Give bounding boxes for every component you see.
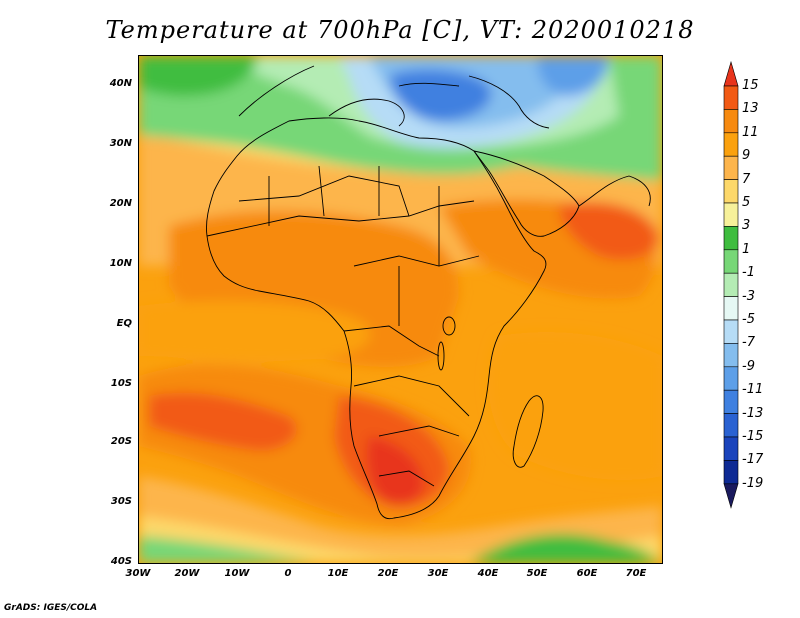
colorbar-label: 15 <box>742 78 759 93</box>
lon-label-10w: 10W <box>224 568 250 579</box>
colorbar-segment <box>723 179 739 204</box>
lat-label-10n: 10N <box>109 258 132 269</box>
colorbar <box>723 60 739 509</box>
colorbar-segment <box>723 296 739 321</box>
lon-label-30w: 30W <box>125 568 151 579</box>
lon-label-70e: 70E <box>625 568 647 579</box>
colorbar-label: 11 <box>742 124 759 140</box>
colorbar-segment <box>723 436 739 461</box>
lat-label-30n: 30N <box>109 138 132 149</box>
colorbar-label: 13 <box>742 101 759 117</box>
colorbar-segment <box>723 389 739 414</box>
lon-label-30e: 30E <box>427 568 449 579</box>
colorbar-label: 5 <box>742 195 751 210</box>
lon-label-10e: 10E <box>327 568 349 579</box>
colorbar-label: -11 <box>742 382 764 398</box>
colorbar-segment <box>723 155 739 180</box>
colorbar-label: -15 <box>742 429 764 444</box>
lat-label-eq: EQ <box>116 318 132 329</box>
colorbar-label: -1 <box>742 265 755 281</box>
lat-label-20n: 20N <box>109 198 132 209</box>
colorbar-segment <box>723 202 739 227</box>
colorbar-segment <box>723 109 739 134</box>
colorbar-segment <box>723 272 739 297</box>
colorbar-label: 9 <box>742 148 751 164</box>
lat-label-40n: 40N <box>109 78 132 89</box>
colorbar-label: -19 <box>742 475 764 491</box>
map-canvas <box>139 56 662 563</box>
colorbar-segment <box>723 226 739 251</box>
colorbar-segment <box>723 343 739 368</box>
colorbar-label: -13 <box>742 405 764 421</box>
colorbar-label: -3 <box>742 288 755 304</box>
lon-label-40e: 40E <box>477 568 499 579</box>
colorbar-segment <box>723 132 739 157</box>
colorbar-label: 1 <box>742 241 751 257</box>
lon-label-20w: 20W <box>174 568 200 579</box>
colorbar-segment <box>723 85 739 110</box>
lat-label-10s: 10S <box>110 378 132 389</box>
lat-label-30s: 30S <box>110 496 132 507</box>
temperature-map <box>138 55 663 564</box>
lat-label-40s: 40S <box>110 556 132 567</box>
colorbar-label: -7 <box>742 335 755 351</box>
colorbar-segment <box>723 460 739 485</box>
colorbar-segment <box>723 366 739 391</box>
lon-label-60e: 60E <box>576 568 598 579</box>
credit-text: GrADS: IGES/COLA <box>4 603 98 613</box>
colorbar-segment <box>723 249 739 274</box>
colorbar-segment <box>723 319 739 344</box>
lon-label-20e: 20E <box>377 568 399 579</box>
colorbar-label: -9 <box>742 358 755 374</box>
temperature-field <box>139 56 662 563</box>
lon-label-50e: 50E <box>526 568 548 579</box>
colorbar-label: 7 <box>742 171 751 187</box>
colorbar-label: 3 <box>742 218 751 234</box>
lon-label-0: 0 <box>284 568 292 579</box>
colorbar-segment <box>723 60 739 87</box>
map-title: Temperature at 700hPa [C], VT: 202001021… <box>105 16 695 44</box>
coastlines <box>206 65 651 520</box>
colorbar-label: -17 <box>742 452 764 468</box>
colorbar-segment <box>723 413 739 438</box>
colorbar-label: -5 <box>742 312 755 327</box>
lat-label-20s: 20S <box>110 436 132 447</box>
colorbar-segment <box>723 483 739 509</box>
